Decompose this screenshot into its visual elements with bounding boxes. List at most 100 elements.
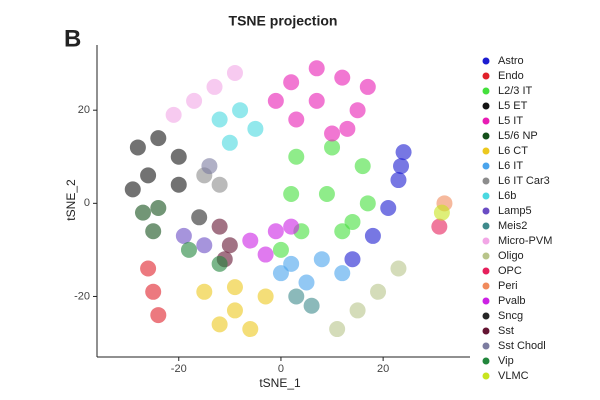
legend-label: Sncg [498, 310, 523, 322]
point [196, 283, 213, 300]
point [334, 69, 351, 86]
legend-swatch [482, 147, 490, 155]
point [242, 321, 259, 338]
point [226, 302, 243, 319]
y-tick-label: 20 [78, 104, 90, 116]
point [318, 186, 335, 203]
legend-swatch [482, 72, 490, 80]
point [175, 227, 192, 244]
point [283, 186, 300, 203]
point [393, 158, 410, 175]
legend-swatch [482, 297, 490, 305]
legend-label: L6b [498, 190, 516, 202]
y-tick-label: 0 [84, 197, 90, 209]
legend-label: L6 IT Car3 [498, 175, 550, 187]
x-axis-title: tSNE_1 [259, 376, 301, 390]
point [395, 144, 412, 161]
point [140, 260, 157, 277]
point [288, 111, 305, 128]
point [226, 64, 243, 81]
legend-label: L5 IT [498, 115, 523, 127]
point [170, 176, 187, 193]
point [334, 265, 351, 282]
point [272, 241, 289, 258]
point [226, 279, 243, 296]
point [288, 148, 305, 165]
legend-label: Vip [498, 355, 514, 367]
legend-swatch [482, 252, 490, 260]
legend-swatch [482, 177, 490, 185]
point [232, 102, 249, 119]
point [211, 218, 228, 235]
legend-label: L6 CT [498, 145, 528, 157]
legend-swatch [482, 102, 490, 110]
legend-label: Peri [498, 280, 518, 292]
point [247, 120, 264, 137]
point [129, 139, 146, 156]
legend-label: Endo [498, 70, 524, 82]
point [313, 251, 330, 268]
point [308, 60, 325, 77]
point [359, 195, 376, 212]
legend-swatch [482, 207, 490, 215]
point [145, 283, 162, 300]
point [206, 78, 223, 95]
point [433, 204, 450, 221]
legend-label: Sst Chodl [498, 340, 546, 352]
legend-label: Sst [498, 325, 514, 337]
point [242, 232, 259, 249]
point [257, 246, 274, 263]
legend-label: OPC [498, 265, 522, 277]
point [344, 251, 361, 268]
legend-label: L2/3 IT [498, 85, 533, 97]
legend-swatch [482, 282, 490, 290]
point [124, 181, 141, 198]
point [364, 227, 381, 244]
point [221, 237, 238, 254]
legend-swatch [482, 342, 490, 350]
legend-label: Meis2 [498, 220, 527, 232]
x-tick-label: 20 [377, 363, 389, 375]
point [145, 223, 162, 240]
point [221, 134, 238, 151]
point [288, 288, 305, 305]
point [257, 288, 274, 305]
legend-swatch [482, 312, 490, 320]
point [211, 255, 228, 272]
legend-label: Micro-PVM [498, 235, 552, 247]
legend-label: L5/6 NP [498, 130, 538, 142]
y-axis-title: tSNE_2 [64, 179, 78, 221]
point [150, 199, 167, 216]
point [186, 92, 203, 109]
point [334, 223, 351, 240]
legend-swatch [482, 87, 490, 95]
point [431, 218, 448, 235]
point [211, 176, 228, 193]
point [390, 172, 407, 189]
legend-swatch [482, 222, 490, 230]
legend-label: VLMC [498, 370, 529, 382]
point [283, 218, 300, 235]
legend-label: Oligo [498, 250, 524, 262]
point [283, 74, 300, 91]
point [267, 92, 284, 109]
point [308, 92, 325, 109]
legend-label: L6 IT [498, 160, 523, 172]
point [165, 106, 182, 123]
point [150, 307, 167, 324]
point [359, 78, 376, 95]
point [150, 130, 167, 147]
legend-label: Pvalb [498, 295, 526, 307]
legend-swatch [482, 267, 490, 275]
legend-swatch [482, 117, 490, 125]
legend-swatch [482, 372, 490, 380]
legend-swatch [482, 327, 490, 335]
legend-label: Astro [498, 55, 524, 67]
legend: Astro Endo L2/3 IT L5 ET L5 IT L5/6 NP L6 CT L6… [482, 55, 552, 382]
point [196, 237, 213, 254]
point [140, 167, 157, 184]
point [303, 297, 320, 314]
point [324, 139, 341, 156]
legend-label: Lamp5 [498, 205, 532, 217]
